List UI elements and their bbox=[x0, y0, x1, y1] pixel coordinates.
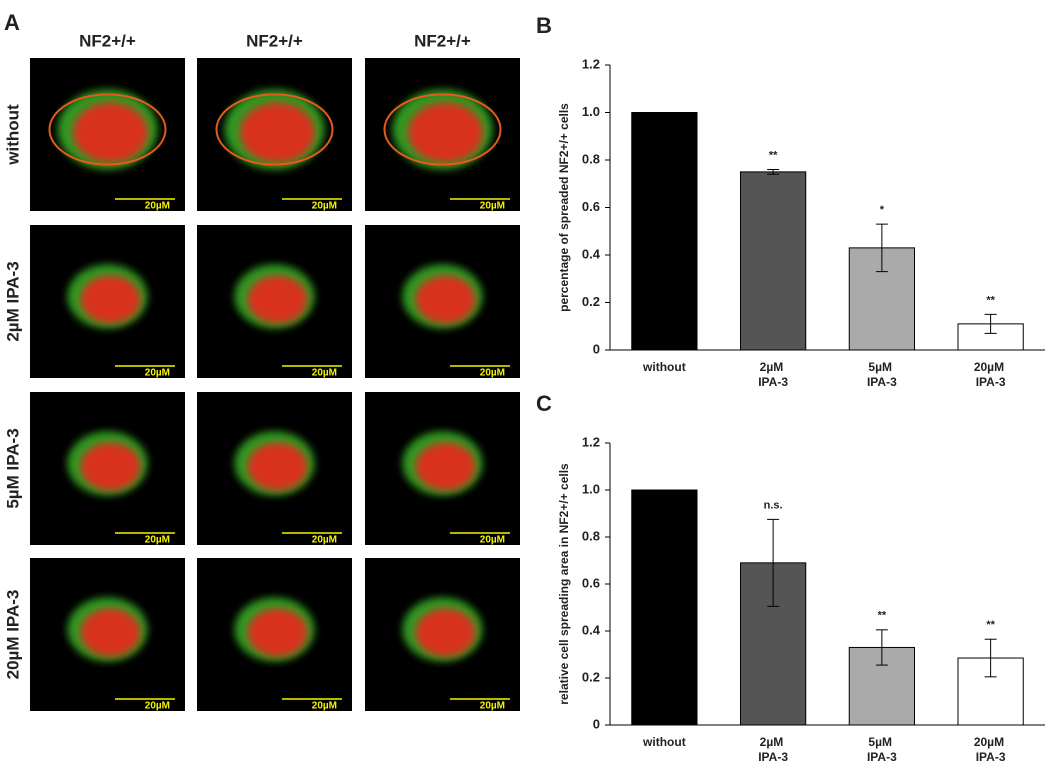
scale-bar-label: 20µM bbox=[145, 701, 170, 712]
significance: n.s. bbox=[764, 499, 783, 511]
bar bbox=[957, 323, 1024, 351]
x-tick-label: 5µM IPA-3 bbox=[867, 735, 897, 764]
cell-edge bbox=[48, 93, 167, 166]
panel-letter: A bbox=[4, 10, 20, 35]
micrograph: 20µM bbox=[197, 392, 352, 546]
scale-bar-label: 20µM bbox=[312, 701, 337, 712]
column-header: NF2+/+ bbox=[246, 31, 303, 50]
y-tick-label: 0.4 bbox=[582, 622, 601, 637]
cell-edge bbox=[383, 93, 502, 166]
significance: ** bbox=[878, 610, 887, 622]
significance: ** bbox=[986, 294, 995, 306]
y-tick-label: 1.2 bbox=[582, 56, 600, 71]
y-axis-label: relative cell spreading area in NF2+/+ c… bbox=[557, 463, 571, 705]
y-tick-label: 1.0 bbox=[582, 104, 600, 119]
y-tick-label: 0.6 bbox=[582, 199, 600, 214]
y-tick-label: 0 bbox=[593, 341, 600, 356]
cell-red bbox=[415, 608, 476, 657]
column-header: NF2+/+ bbox=[79, 31, 136, 50]
scale-bar-label: 20µM bbox=[480, 701, 505, 712]
cell-red bbox=[415, 442, 476, 491]
micrograph: 20µM bbox=[365, 392, 520, 546]
micrograph: 20µM bbox=[30, 225, 185, 379]
scale-bar-label: 20µM bbox=[480, 368, 505, 379]
scale-bar-label: 20µM bbox=[480, 201, 505, 212]
x-tick-label: 20µM IPA-3 bbox=[974, 360, 1008, 389]
y-tick-label: 0.2 bbox=[582, 669, 600, 684]
significance: * bbox=[880, 204, 885, 216]
cell-red bbox=[80, 442, 141, 491]
cell-red bbox=[247, 442, 308, 491]
scale-bar-label: 20µM bbox=[145, 535, 170, 546]
scale-bar-label: 20µM bbox=[480, 535, 505, 546]
micrograph: 20µM bbox=[30, 392, 185, 546]
x-tick-label: without bbox=[642, 735, 686, 749]
scale-bar-label: 20µM bbox=[312, 201, 337, 212]
x-tick-label: 20µM IPA-3 bbox=[974, 735, 1008, 764]
x-tick-label: 2µM IPA-3 bbox=[758, 735, 788, 764]
row-label: without bbox=[3, 104, 22, 166]
row-label: 2µM IPA-3 bbox=[3, 261, 22, 341]
y-tick-label: 0 bbox=[593, 716, 600, 731]
column-header: NF2+/+ bbox=[414, 31, 471, 50]
y-tick-label: 1.2 bbox=[582, 434, 600, 449]
row-label: 5µM IPA-3 bbox=[3, 428, 22, 508]
y-tick-label: 0.4 bbox=[582, 246, 601, 261]
significance: ** bbox=[986, 619, 995, 631]
scale-bar-label: 20µM bbox=[312, 535, 337, 546]
x-tick-label: 5µM IPA-3 bbox=[867, 360, 897, 389]
micrograph: 20µM bbox=[365, 558, 520, 712]
micrograph: 20µM bbox=[197, 225, 352, 379]
micrograph: 20µM bbox=[30, 58, 185, 212]
micrograph: 20µM bbox=[365, 58, 520, 212]
panel-letter: C bbox=[536, 391, 552, 416]
significance: ** bbox=[769, 149, 778, 161]
cell-red bbox=[247, 608, 308, 657]
cell-red bbox=[247, 275, 308, 324]
micrograph: 20µM bbox=[197, 58, 352, 212]
bar bbox=[631, 112, 698, 351]
y-tick-label: 0.8 bbox=[582, 528, 600, 543]
y-tick-label: 0.2 bbox=[582, 294, 600, 309]
cell-red bbox=[240, 102, 315, 163]
scale-bar-label: 20µM bbox=[145, 201, 170, 212]
scale-bar-label: 20µM bbox=[312, 368, 337, 379]
bar bbox=[631, 489, 698, 726]
cell-red bbox=[73, 102, 148, 163]
y-tick-label: 0.6 bbox=[582, 575, 600, 590]
micrograph: 20µM bbox=[365, 225, 520, 379]
x-tick-label: 2µM IPA-3 bbox=[758, 360, 788, 389]
y-tick-label: 1.0 bbox=[582, 481, 600, 496]
micrograph: 20µM bbox=[30, 558, 185, 712]
cell-red bbox=[80, 275, 141, 324]
panel-letter: B bbox=[536, 13, 552, 38]
y-axis-label: percentage of spreaded NF2+/+ cells bbox=[557, 103, 571, 312]
bar bbox=[740, 171, 807, 351]
cell-red bbox=[415, 275, 476, 324]
x-tick-label: without bbox=[642, 360, 686, 374]
micrograph: 20µM bbox=[197, 558, 352, 712]
scale-bar-label: 20µM bbox=[145, 368, 170, 379]
cell-red bbox=[408, 102, 483, 163]
y-tick-label: 0.8 bbox=[582, 151, 600, 166]
row-label: 20µM IPA-3 bbox=[3, 590, 22, 680]
cell-red bbox=[80, 608, 141, 657]
cell-edge bbox=[215, 93, 334, 166]
